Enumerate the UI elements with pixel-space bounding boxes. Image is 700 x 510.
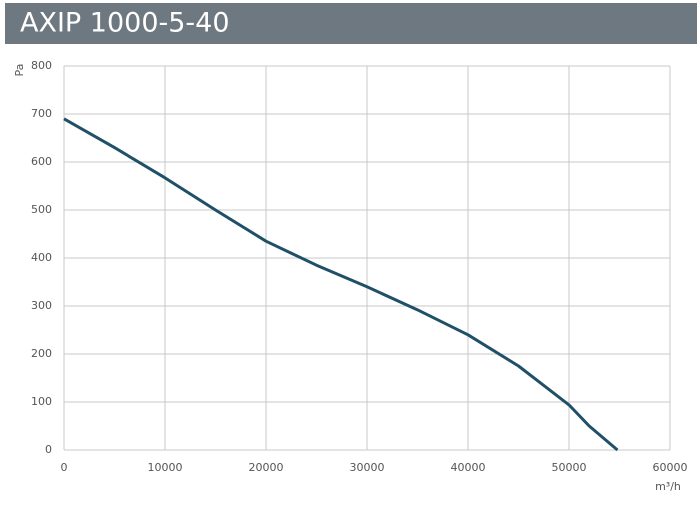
x-axis-label: m³/h <box>655 480 681 493</box>
x-tick-label: 20000 <box>249 461 284 474</box>
y-tick-label: 500 <box>31 203 52 216</box>
y-tick-label: 100 <box>31 395 52 408</box>
x-tick-label: 10000 <box>148 461 183 474</box>
x-tick-label: 30000 <box>350 461 385 474</box>
y-tick-label: 700 <box>31 107 52 120</box>
curve <box>63 117 619 452</box>
x-tick-label: 60000 <box>653 461 688 474</box>
y-tick-label: 600 <box>31 155 52 168</box>
x-tick-label: 0 <box>61 461 68 474</box>
x-tick-label: 40000 <box>451 461 486 474</box>
x-tick-label: 50000 <box>552 461 587 474</box>
y-tick-label: 300 <box>31 299 52 312</box>
y-tick-label: 200 <box>31 347 52 360</box>
y-axis-label: Pa <box>13 64 26 77</box>
chart-title: AXIP 1000-5-40 <box>20 8 230 39</box>
y-tick-label: 0 <box>45 443 52 456</box>
header-bar <box>5 3 697 44</box>
y-tick-label: 400 <box>31 251 52 264</box>
y-tick-label: 800 <box>31 59 52 72</box>
